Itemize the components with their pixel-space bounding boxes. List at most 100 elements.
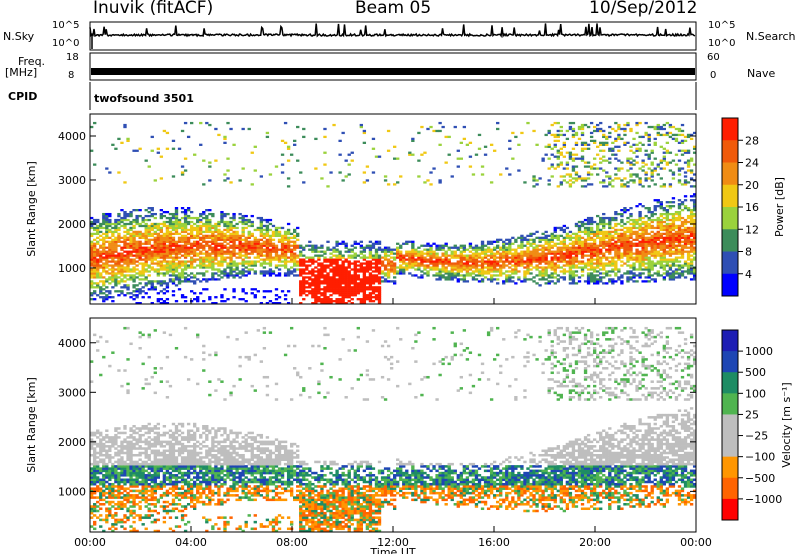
power-panel-cell bbox=[617, 149, 621, 152]
power-panel-cell bbox=[656, 252, 660, 255]
power-panel-cell bbox=[396, 250, 400, 253]
power-panel-cell bbox=[638, 240, 642, 243]
power-panel-cell bbox=[165, 224, 170, 228]
power-panel-cell bbox=[299, 292, 303, 295]
power-panel-cell bbox=[605, 185, 609, 188]
power-panel-cell bbox=[535, 252, 539, 255]
power-panel-cell bbox=[156, 222, 160, 226]
power-panel-cell bbox=[671, 274, 676, 277]
power-panel-cell bbox=[135, 256, 139, 259]
power-panel-cell bbox=[111, 232, 115, 236]
power-panel-cell bbox=[189, 266, 194, 269]
power-panel-cell bbox=[223, 240, 227, 243]
power-panel-cell bbox=[280, 139, 285, 143]
power-panel-cell bbox=[162, 302, 167, 305]
power-panel-cell bbox=[586, 260, 591, 263]
power-panel-cell bbox=[505, 258, 509, 261]
power-panel-cell bbox=[147, 280, 151, 283]
power-panel-cell bbox=[117, 232, 121, 236]
power-panel-cell bbox=[96, 254, 100, 257]
power-panel-cell bbox=[553, 226, 557, 230]
power-panel-cell bbox=[371, 256, 376, 259]
power-panel-cell bbox=[320, 272, 324, 275]
power-panel-cell bbox=[638, 232, 642, 236]
power-panel-cell bbox=[477, 270, 482, 273]
power-panel-cell bbox=[571, 280, 576, 283]
power-panel-cell bbox=[514, 254, 518, 257]
power-panel-cell bbox=[171, 222, 176, 226]
power-panel-cell bbox=[156, 292, 160, 295]
power-panel-cell bbox=[517, 258, 521, 261]
power-panel-cell bbox=[332, 300, 336, 303]
power-panel-cell bbox=[135, 296, 139, 299]
power-panel-cell bbox=[620, 264, 624, 267]
power-panel-cell bbox=[205, 288, 209, 291]
power-panel-cell bbox=[538, 256, 542, 259]
power-panel-cell bbox=[377, 296, 382, 299]
power-panel-cell bbox=[614, 268, 618, 271]
power-panel-cell bbox=[620, 127, 624, 131]
power-panel-cell bbox=[90, 234, 94, 238]
power-panel-cell bbox=[411, 240, 415, 243]
power-panel-cell bbox=[280, 226, 285, 230]
power-panel-cell bbox=[638, 149, 642, 152]
power-panel-cell bbox=[132, 278, 136, 281]
power-panel-cell bbox=[608, 226, 612, 230]
power-panel-cell bbox=[241, 234, 245, 238]
power-panel-cell bbox=[232, 246, 236, 249]
power-panel-cell bbox=[635, 280, 639, 283]
power-panel-cell bbox=[499, 260, 503, 263]
power-panel-cell bbox=[674, 163, 679, 166]
power-panel-cell bbox=[120, 220, 124, 224]
power-panel-cell bbox=[193, 282, 197, 285]
power-panel-cell bbox=[205, 224, 209, 228]
power-panel-cell bbox=[171, 248, 176, 251]
power-panel-cell bbox=[589, 244, 594, 247]
power-panel-cell bbox=[447, 135, 451, 139]
power-panel-cell bbox=[577, 157, 582, 160]
power-panel-cell bbox=[150, 246, 154, 249]
power-panel-cell bbox=[183, 240, 188, 243]
power-panel-cell bbox=[359, 262, 363, 265]
power-panel-cell bbox=[429, 266, 433, 269]
power-panel-cell bbox=[214, 248, 218, 251]
nave-label: Nave bbox=[747, 67, 776, 80]
power-panel-cell bbox=[474, 153, 479, 156]
power-panel-cell bbox=[229, 254, 233, 257]
power-panel-cell bbox=[123, 246, 127, 249]
power-panel-cell bbox=[380, 250, 385, 253]
power-panel-cell bbox=[668, 135, 673, 139]
power-panel-cell bbox=[680, 232, 685, 236]
power-panel-cell bbox=[423, 266, 427, 269]
power-panel-cell bbox=[471, 276, 476, 279]
power-panel-cell bbox=[102, 256, 106, 259]
power-panel-cell bbox=[223, 220, 227, 224]
power-panel-cell bbox=[229, 236, 233, 239]
power-panel-cell bbox=[205, 250, 209, 253]
power-panel-cell bbox=[674, 210, 679, 214]
power-panel-cell bbox=[571, 252, 576, 255]
power-panel-cell bbox=[211, 266, 215, 269]
power-panel-cell bbox=[423, 256, 427, 259]
power-panel-cell bbox=[332, 260, 336, 263]
power-panel-cell bbox=[311, 248, 315, 251]
power-panel-cell bbox=[641, 230, 645, 234]
power-panel-cell bbox=[608, 256, 612, 259]
power-panel-cell bbox=[402, 254, 406, 257]
power-panel-cell bbox=[171, 238, 176, 241]
power-panel-cell bbox=[571, 129, 576, 133]
power-panel-cell bbox=[668, 236, 673, 239]
power-panel-cell bbox=[262, 272, 267, 275]
power-panel-cell bbox=[644, 258, 648, 261]
power-panel-cell bbox=[602, 155, 606, 158]
power-panel-cell bbox=[650, 242, 654, 245]
power-panel-cell bbox=[320, 302, 324, 305]
power-panel-cell bbox=[214, 230, 218, 234]
power-panel-cell bbox=[408, 272, 412, 275]
power-panel-cell bbox=[668, 224, 673, 228]
cpid-label: CPID bbox=[8, 90, 38, 103]
power-panel-cell bbox=[586, 274, 591, 277]
power-panel-cell bbox=[211, 232, 215, 236]
power-panel-cell bbox=[447, 248, 451, 251]
power-panel-cell bbox=[365, 286, 370, 289]
